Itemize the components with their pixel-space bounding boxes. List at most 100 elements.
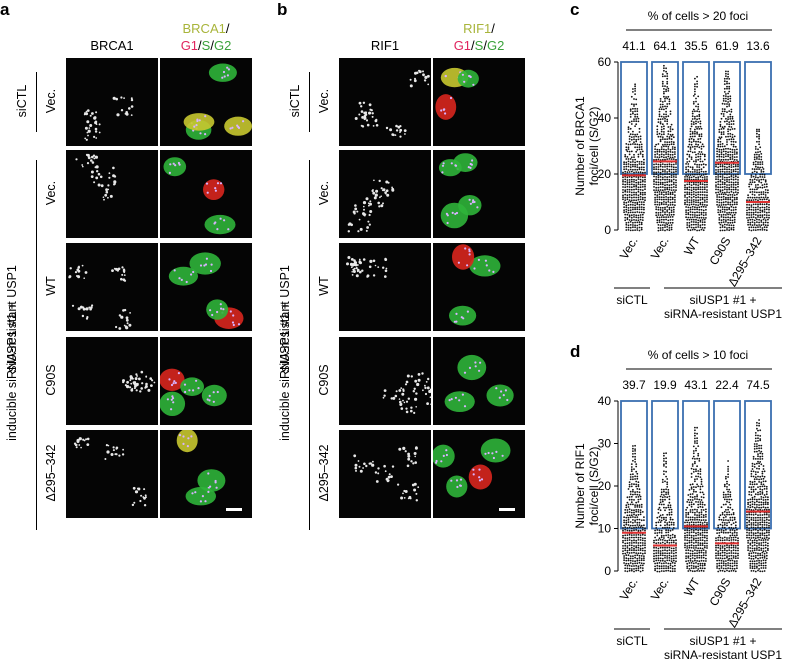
data-point <box>757 166 759 169</box>
data-point <box>625 204 628 207</box>
data-point <box>752 229 755 231</box>
data-point <box>754 208 757 211</box>
data-point <box>753 567 756 570</box>
data-point <box>689 146 692 149</box>
data-point <box>670 140 673 143</box>
data-point <box>765 203 768 206</box>
data-point <box>723 483 726 486</box>
data-point <box>732 513 735 516</box>
data-point <box>666 103 669 105</box>
data-point <box>752 163 755 166</box>
data-point <box>727 465 729 468</box>
data-point <box>654 193 656 196</box>
data-point <box>761 517 764 519</box>
data-point <box>736 151 738 154</box>
data-point <box>728 488 731 491</box>
data-point <box>655 546 658 549</box>
data-point <box>699 155 702 158</box>
data-point <box>661 209 664 212</box>
data-point <box>639 141 642 143</box>
data-point <box>701 534 704 536</box>
data-point <box>658 503 661 506</box>
data-point <box>754 532 757 535</box>
data-point <box>628 181 631 184</box>
data-point <box>757 569 759 572</box>
data-point <box>719 514 722 517</box>
data-point <box>632 562 634 565</box>
panel-a-row-label: WT <box>44 276 58 296</box>
panel-b-gray-image <box>339 243 431 331</box>
data-point <box>667 529 670 532</box>
data-point <box>705 217 707 219</box>
data-point <box>759 209 762 212</box>
data-point <box>634 448 636 450</box>
data-point <box>706 186 708 188</box>
data-point <box>728 570 731 573</box>
data-point <box>663 127 665 130</box>
data-point <box>636 133 639 136</box>
data-point <box>628 514 631 517</box>
data-point <box>666 481 669 484</box>
data-point <box>697 501 700 503</box>
data-point <box>671 536 674 539</box>
data-point <box>725 503 727 506</box>
data-point <box>749 565 752 567</box>
data-point <box>665 531 667 534</box>
data-point <box>727 490 729 493</box>
data-point <box>692 183 695 186</box>
data-point <box>690 218 693 221</box>
data-point <box>632 459 634 462</box>
data-point <box>640 519 643 522</box>
data-point <box>727 460 729 462</box>
data-point <box>675 551 677 554</box>
data-point <box>653 175 655 178</box>
data-point <box>688 183 691 186</box>
data-point <box>692 175 695 178</box>
data-point <box>725 475 727 478</box>
data-point <box>661 546 664 549</box>
data-point <box>757 516 759 519</box>
data-point <box>664 184 666 187</box>
data-point <box>656 131 659 133</box>
data-point <box>727 476 729 478</box>
data-point <box>663 154 665 156</box>
data-point <box>632 159 634 161</box>
data-point <box>732 165 735 168</box>
data-point <box>736 560 738 562</box>
data-point <box>721 545 724 547</box>
data-point <box>737 544 739 547</box>
data-point <box>726 556 728 559</box>
data-point <box>762 218 765 221</box>
data-point <box>754 476 757 478</box>
data-point <box>669 191 672 194</box>
data-point <box>720 214 723 216</box>
data-point <box>638 488 641 491</box>
data-point <box>664 85 666 87</box>
data-point <box>661 170 664 173</box>
data-point <box>635 529 638 531</box>
data-point <box>720 219 723 222</box>
data-point <box>732 176 735 179</box>
data-point <box>727 468 729 470</box>
data-point <box>748 486 751 488</box>
data-point <box>671 193 674 196</box>
data-point <box>715 546 717 549</box>
panel-label-d: d <box>570 342 581 361</box>
data-point <box>663 452 665 455</box>
data-point <box>665 149 667 151</box>
data-point <box>630 539 633 542</box>
data-point <box>731 567 734 570</box>
data-point <box>730 211 733 214</box>
data-point <box>751 541 754 544</box>
data-point <box>624 542 627 545</box>
data-point <box>756 427 758 430</box>
data-point <box>733 560 736 563</box>
dot-column <box>715 70 739 232</box>
data-point <box>626 185 629 188</box>
data-point <box>670 143 673 146</box>
header-sep: / <box>471 38 475 53</box>
data-point <box>626 176 629 179</box>
data-point <box>761 519 764 521</box>
data-point <box>695 159 697 161</box>
data-point <box>763 475 766 478</box>
